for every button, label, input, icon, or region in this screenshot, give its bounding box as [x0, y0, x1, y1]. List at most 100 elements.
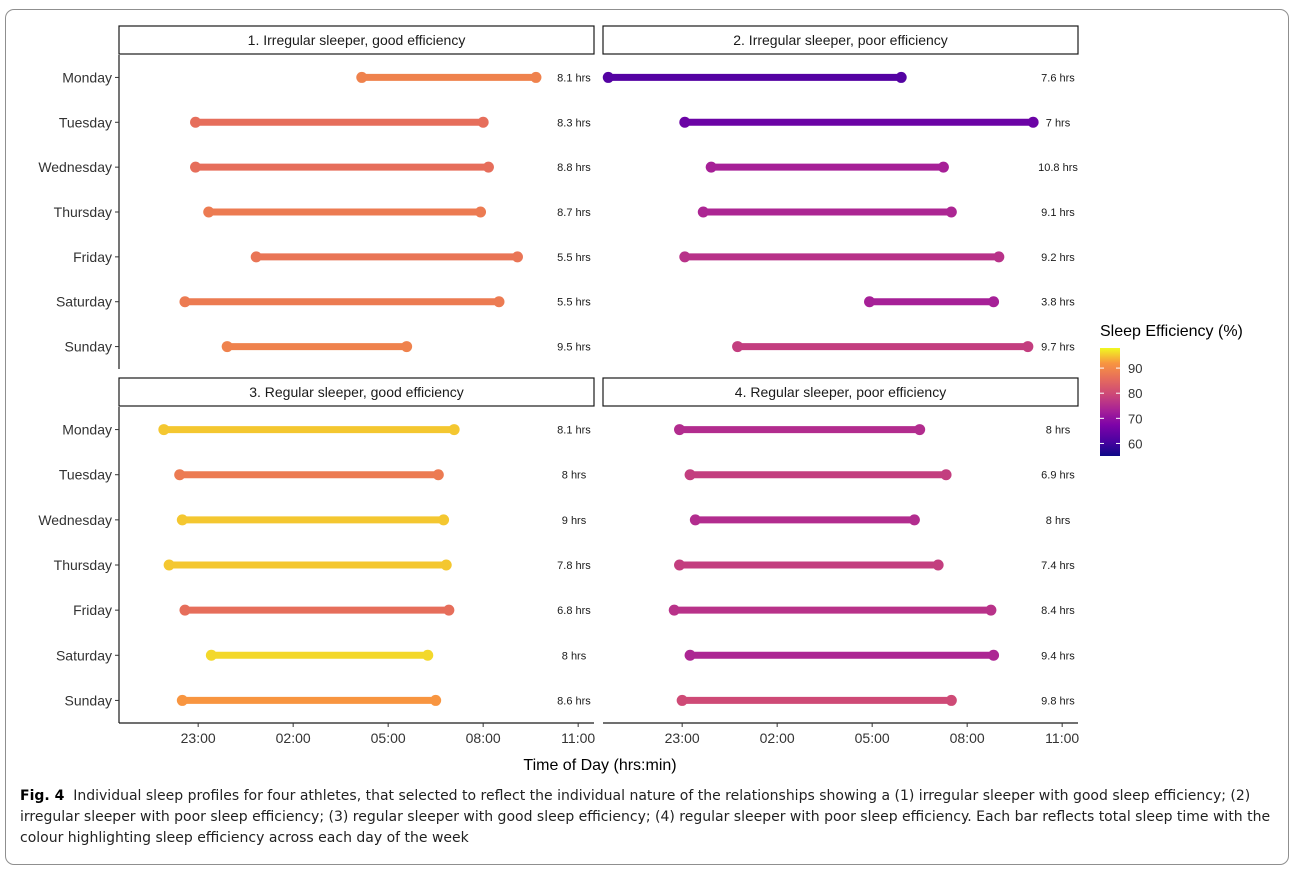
caption-label: Fig. 4: [20, 788, 65, 804]
duration-label: 8 hrs: [562, 470, 587, 482]
day-label: Sunday: [65, 339, 112, 355]
sleep-start-point: [179, 604, 191, 616]
sleep-start-point: [676, 694, 688, 706]
sleep-start-point: [356, 71, 368, 83]
sleep-bar: 10.8 hrs: [705, 161, 1078, 174]
sleep-end-point: [895, 71, 907, 83]
sleep-start-point: [674, 424, 686, 436]
sleep-start-point: [176, 514, 188, 526]
duration-label: 8.8 hrs: [557, 162, 591, 174]
duration-label: 10.8 hrs: [1038, 162, 1078, 174]
sleep-end-point: [988, 296, 1000, 308]
sleep-end-point: [1027, 116, 1039, 128]
duration-label: 7.6 hrs: [1041, 72, 1075, 84]
sleep-start-point: [679, 251, 691, 263]
x-tick-label: 11:00: [1045, 730, 1079, 746]
day-label: Friday: [73, 602, 112, 618]
sleep-start-point: [158, 424, 170, 436]
sleep-end-point: [932, 559, 944, 571]
sleep-start-point: [190, 116, 202, 128]
sleep-end-point: [493, 296, 505, 308]
sleep-start-point: [684, 469, 696, 481]
x-tick-label: 08:00: [950, 730, 985, 746]
x-tick-label: 05:00: [371, 730, 406, 746]
x-tick-label: 02:00: [276, 730, 311, 746]
sleep-start-point: [163, 559, 175, 571]
x-tick-label: 02:00: [760, 730, 795, 746]
duration-label: 9.4 hrs: [1041, 650, 1075, 662]
legend-tick-label: 80: [1128, 386, 1142, 401]
panels-layer: 1. Irregular sleeper, good efficiency Mon…: [38, 25, 1079, 746]
sleep-end-point: [914, 424, 926, 436]
duration-label: 9.7 hrs: [1041, 342, 1075, 354]
duration-label: 8.7 hrs: [557, 207, 591, 219]
day-label: Saturday: [56, 294, 112, 310]
sleep-end-point: [422, 649, 434, 661]
x-tick-label: 23:00: [665, 730, 700, 746]
sleep-bar: 8.7 hrs: [203, 206, 591, 219]
legend: Sleep Efficiency (%) 90 80 70 60: [1100, 323, 1243, 456]
sleep-bar: 7 hrs: [679, 116, 1071, 129]
caption-text: Individual sleep profiles for four athle…: [20, 788, 1271, 846]
sleep-start-point: [190, 161, 202, 173]
figure-caption: Fig. 4 Individual sleep profiles for fou…: [20, 786, 1282, 849]
panel-title: 1. Irregular sleeper, good efficiency: [248, 32, 466, 48]
duration-label: 9.5 hrs: [557, 342, 591, 354]
sleep-bar: 6.8 hrs: [179, 604, 591, 617]
sleep-start-point: [689, 514, 701, 526]
duration-label: 8.1 hrs: [557, 425, 591, 437]
sleep-start-point: [203, 206, 215, 218]
sleep-bar: 9 hrs: [176, 514, 587, 527]
x-tick-label: 05:00: [855, 730, 890, 746]
sleep-start-point: [179, 296, 191, 308]
sleep-start-point: [250, 251, 262, 263]
sleep-bar: 8.1 hrs: [158, 424, 591, 437]
legend-tick-label: 90: [1128, 361, 1142, 376]
legend-tick-label: 70: [1128, 411, 1142, 426]
sleep-end-point: [945, 694, 957, 706]
sleep-bar: 8.6 hrs: [176, 694, 591, 707]
sleep-end-point: [475, 206, 487, 218]
duration-label: 9 hrs: [562, 515, 587, 527]
sleep-start-point: [221, 341, 233, 353]
sleep-end-point: [430, 694, 442, 706]
duration-label: 8 hrs: [562, 650, 587, 662]
sleep-bar: 6.9 hrs: [684, 469, 1075, 482]
duration-label: 8 hrs: [1046, 515, 1071, 527]
legend-title: Sleep Efficiency (%): [1100, 323, 1243, 340]
duration-label: 5.5 hrs: [557, 252, 591, 264]
duration-label: 7 hrs: [1046, 117, 1071, 129]
sleep-end-point: [993, 251, 1005, 263]
sleep-bar: 8.4 hrs: [668, 604, 1075, 617]
day-label: Sunday: [65, 692, 112, 708]
day-label: Monday: [62, 69, 112, 85]
sleep-bar: 9.7 hrs: [732, 341, 1075, 354]
sleep-bar: 8.1 hrs: [356, 71, 591, 84]
day-label: Wednesday: [38, 159, 112, 175]
sleep-end-point: [432, 469, 444, 481]
sleep-start-point: [705, 161, 717, 173]
sleep-start-point: [668, 604, 680, 616]
sleep-bar: 9.4 hrs: [684, 649, 1075, 662]
figure-frame: [5, 9, 1289, 865]
duration-label: 9.1 hrs: [1041, 207, 1075, 219]
panel-strip: [602, 25, 1079, 55]
duration-label: 8.4 hrs: [1041, 605, 1075, 617]
sleep-bar: 8 hrs: [205, 649, 587, 662]
duration-label: 6.9 hrs: [1041, 470, 1075, 482]
sleep-end-point: [1022, 341, 1034, 353]
sleep-start-point: [176, 694, 188, 706]
sleep-end-point: [988, 649, 1000, 661]
day-label: Monday: [62, 422, 112, 438]
sleep-bar: 5.5 hrs: [250, 251, 591, 264]
panel-title: 2. Irregular sleeper, poor efficiency: [733, 32, 948, 48]
sleep-end-point: [438, 514, 450, 526]
sleep-end-point: [448, 424, 460, 436]
legend-colorbar: [1100, 348, 1120, 456]
sleep-start-point: [205, 649, 217, 661]
sleep-bar: 9.2 hrs: [679, 251, 1075, 264]
duration-label: 7.8 hrs: [557, 560, 591, 572]
sleep-end-point: [477, 116, 489, 128]
sleep-bar: 7.6 hrs: [602, 71, 1075, 84]
day-label: Tuesday: [59, 467, 112, 483]
